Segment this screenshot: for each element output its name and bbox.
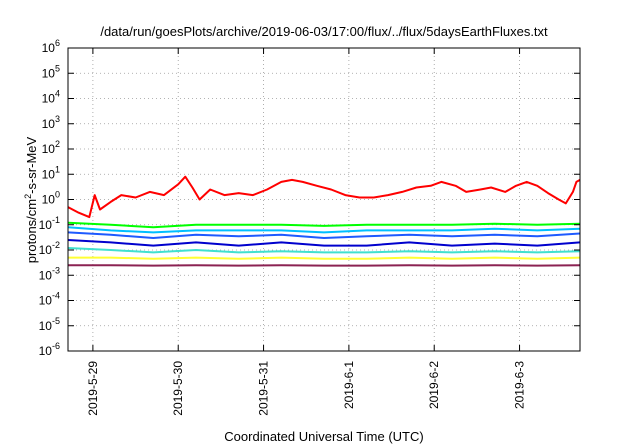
y-tick-base: 10 xyxy=(39,218,53,232)
x-tick-label: 2019-5-29 xyxy=(86,361,100,416)
y-tick-exponent: -2 xyxy=(52,240,60,250)
y-tick-label: 105 xyxy=(42,63,60,80)
x-tick-label: 2019-5-31 xyxy=(257,361,271,416)
chart-title: /data/run/goesPlots/archive/2019-06-03/1… xyxy=(100,24,548,39)
y-tick-base: 10 xyxy=(39,294,53,308)
y-axis-label: protons/cm2-s-sr-MeV xyxy=(23,136,39,263)
y-tick-base: 10 xyxy=(42,92,56,106)
y-tick-base: 10 xyxy=(42,142,56,156)
y-tick-base: 10 xyxy=(42,193,56,207)
y-tick-exponent: -3 xyxy=(52,265,60,275)
y-tick-label: 104 xyxy=(42,89,60,106)
y-tick-label: 10-2 xyxy=(39,240,60,257)
x-tick-label: 2019-5-30 xyxy=(171,361,185,416)
x-axis-ticks: 2019-5-29 2019-5-30 2019-5-31 2019-6-1 2019-… xyxy=(86,48,527,416)
y-tick-base: 10 xyxy=(39,268,53,282)
series-line-3 xyxy=(68,226,580,234)
x-tick-label: 2019-6-2 xyxy=(427,361,441,409)
y-tick-exponent: -1 xyxy=(52,215,60,225)
y-tick-exponent: 1 xyxy=(55,164,60,174)
y-tick-base: 10 xyxy=(42,117,56,131)
y-tick-base: 10 xyxy=(39,344,53,358)
y-axis-ticks: 10-610-510-410-310-210-11001011021031041… xyxy=(39,38,580,358)
y-tick-label: 103 xyxy=(42,114,60,131)
y-tick-base: 10 xyxy=(42,66,56,80)
y-axis-label-prefix: protons/cm xyxy=(24,199,39,263)
series-line-2 xyxy=(68,221,580,229)
y-tick-label: 10-1 xyxy=(39,215,60,232)
y-tick-exponent: 4 xyxy=(55,89,60,99)
y-tick-label: 102 xyxy=(42,139,60,156)
y-tick-label: 100 xyxy=(42,190,60,207)
y-tick-label: 10-3 xyxy=(39,265,60,282)
y-tick-label: 10-6 xyxy=(39,341,60,358)
y-axis-label-sup: 2 xyxy=(23,194,33,199)
x-tick-label: 2019-6-1 xyxy=(342,361,356,409)
series-line-1 xyxy=(68,175,580,219)
y-tick-base: 10 xyxy=(42,41,56,55)
y-tick-label: 101 xyxy=(42,164,60,181)
y-tick-exponent: 6 xyxy=(55,38,60,48)
y-tick-exponent: -4 xyxy=(52,291,60,301)
y-tick-exponent: -6 xyxy=(52,341,60,351)
grid-lines xyxy=(68,48,580,351)
y-tick-label: 10-5 xyxy=(39,316,60,333)
y-tick-exponent: 5 xyxy=(55,63,60,73)
y-tick-exponent: 0 xyxy=(55,190,60,200)
series-line-4 xyxy=(68,231,580,239)
series-line-6 xyxy=(68,247,580,254)
y-tick-base: 10 xyxy=(39,243,53,257)
y-tick-label: 106 xyxy=(42,38,60,55)
y-axis-label-suffix: -s-sr-MeV xyxy=(24,136,39,193)
y-tick-base: 10 xyxy=(39,319,53,333)
series-group xyxy=(68,175,580,267)
series-line-5 xyxy=(68,239,580,247)
y-tick-exponent: -5 xyxy=(52,316,60,326)
y-tick-exponent: 2 xyxy=(55,139,60,149)
y-tick-base: 10 xyxy=(42,167,56,181)
x-axis-label: Coordinated Universal Time (UTC) xyxy=(224,429,423,444)
x-tick-label: 2019-6-3 xyxy=(513,361,527,409)
series-line-7 xyxy=(68,256,580,260)
y-tick-label: 10-4 xyxy=(39,291,60,308)
y-tick-exponent: 3 xyxy=(55,114,60,124)
